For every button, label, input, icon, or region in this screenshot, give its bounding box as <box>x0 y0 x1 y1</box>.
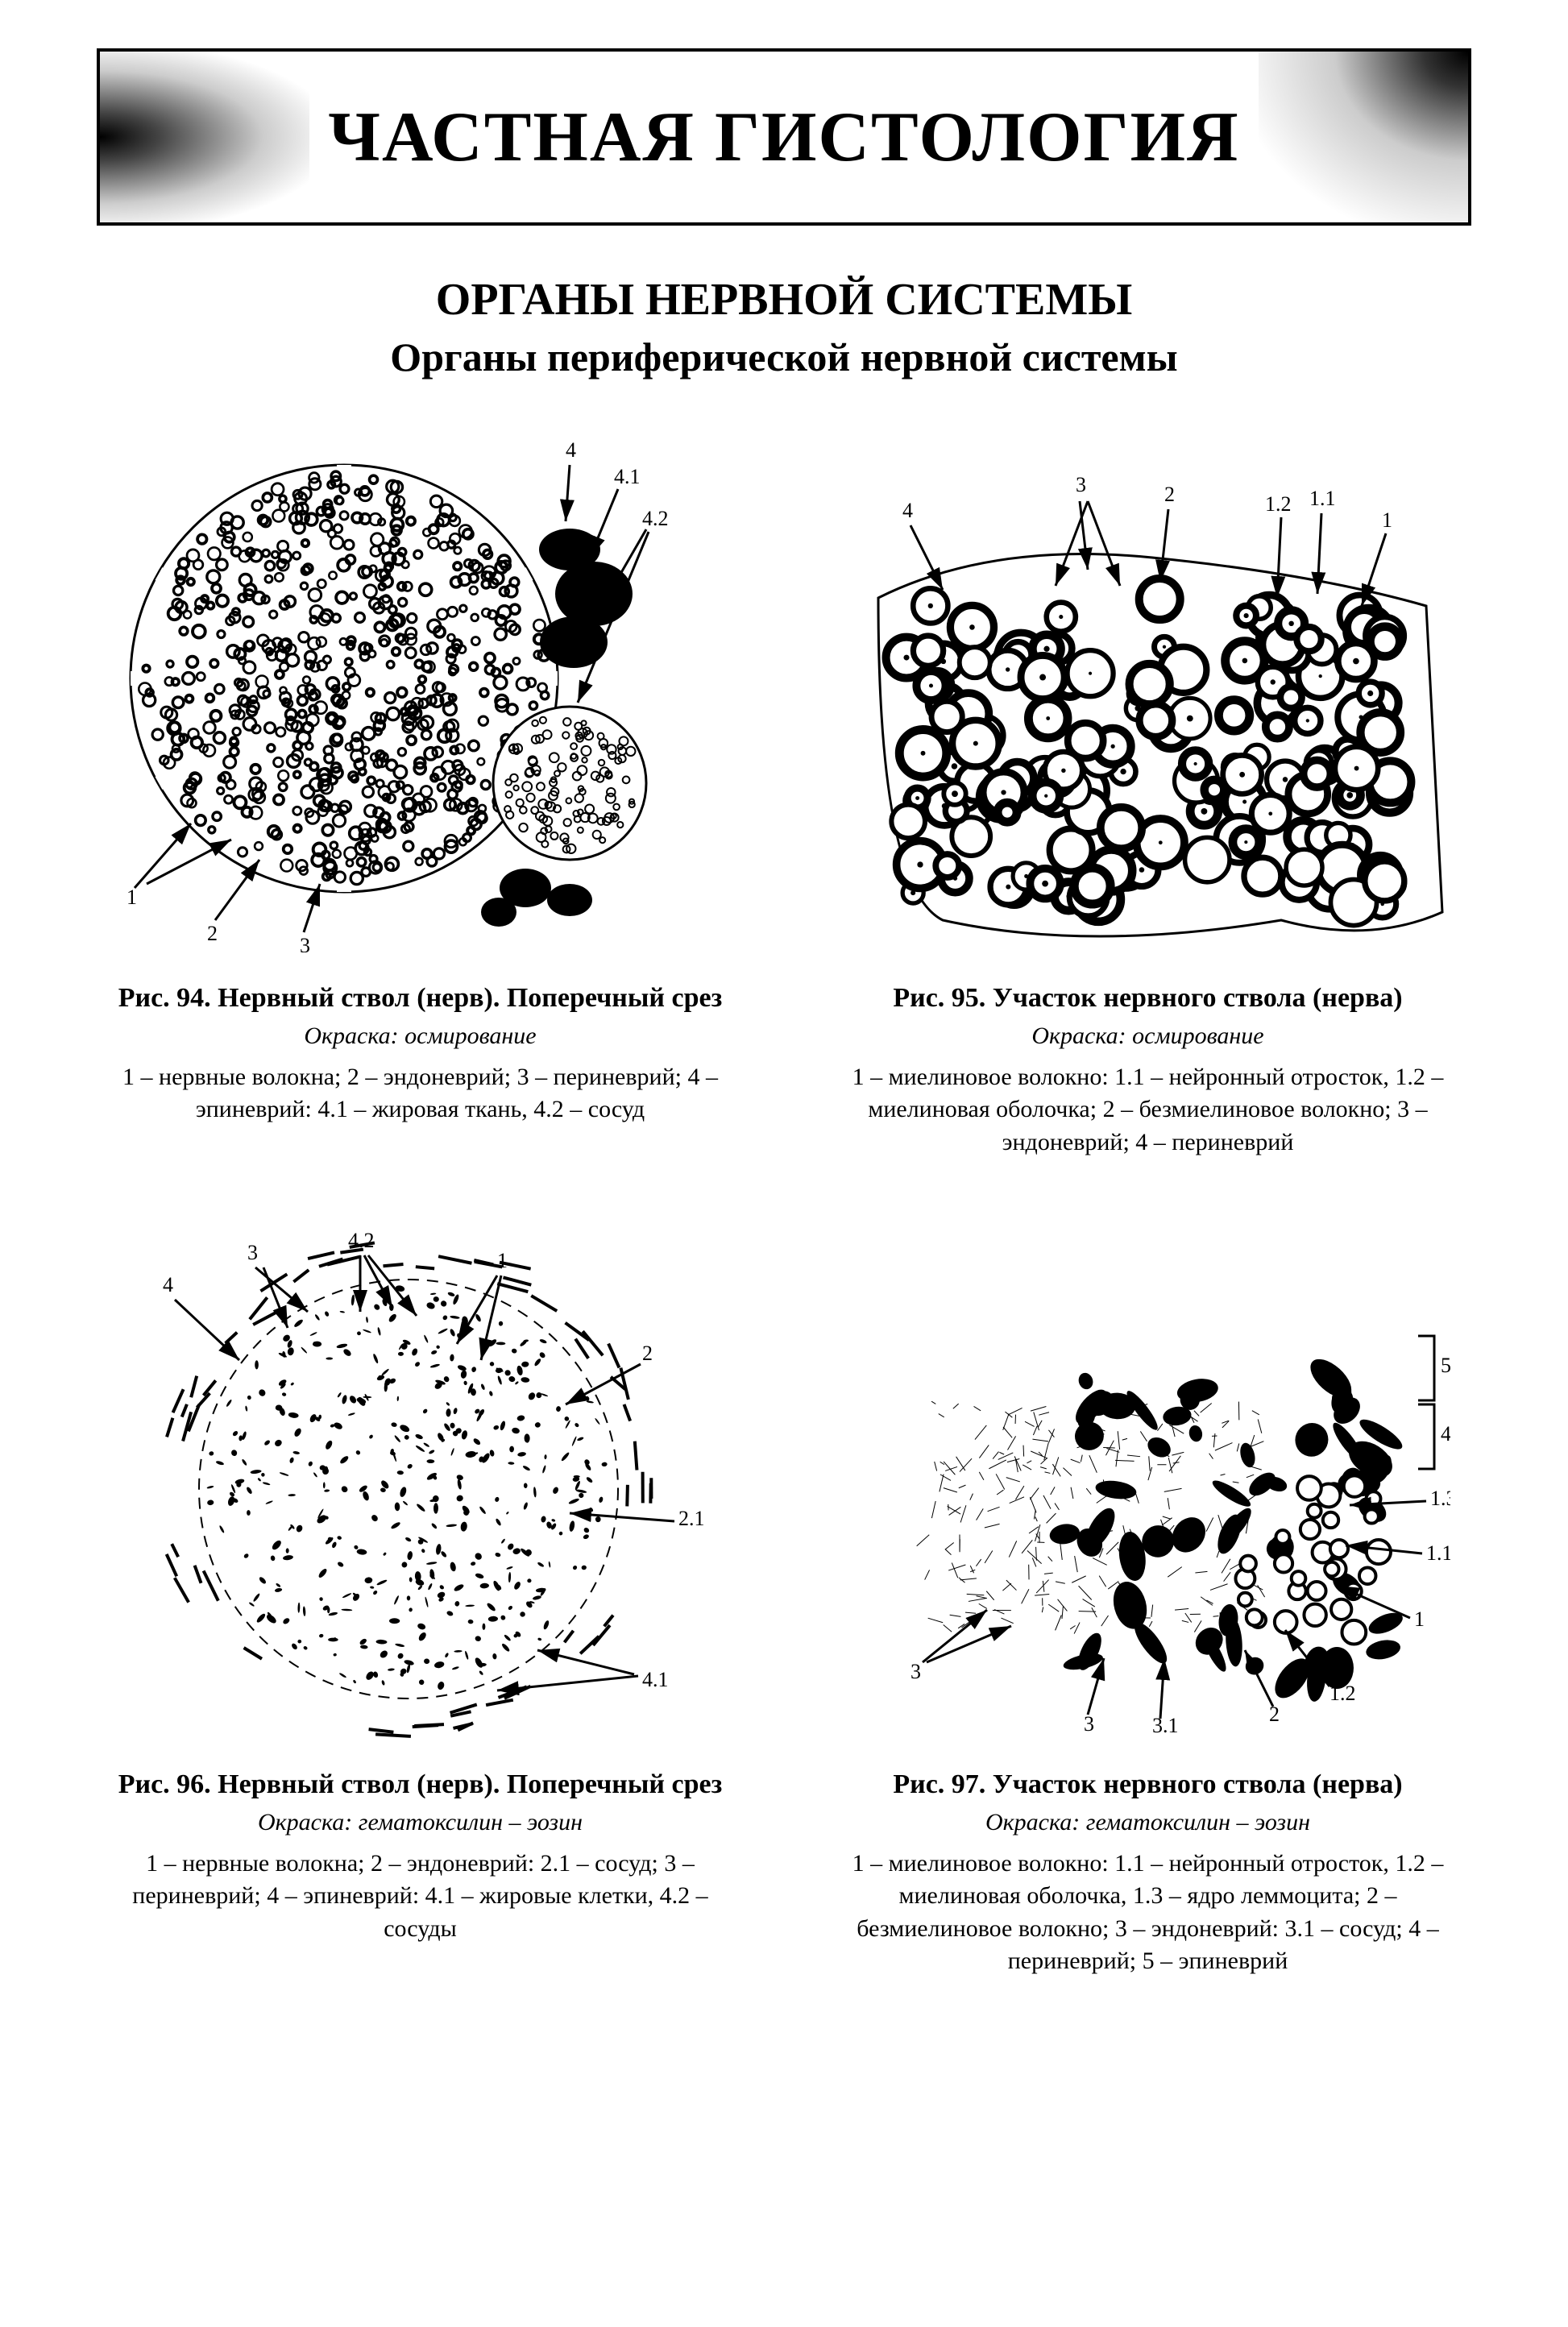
section-heading-1: ОРГАНЫ НЕРВНОЙ СИСТЕМЫ <box>97 274 1471 326</box>
svg-text:4: 4 <box>163 1273 173 1296</box>
figure-95-title: Рис. 95. Участок нервного ствола (нерва) <box>826 981 1471 1016</box>
svg-text:3: 3 <box>247 1241 258 1264</box>
figure-95-stain: Окраска: осмирование <box>826 1022 1471 1050</box>
figure-94-stain: Окраска: осмирование <box>98 1022 743 1050</box>
svg-text:2: 2 <box>207 922 218 945</box>
section-heading-2: Органы периферической нервной системы <box>97 334 1471 380</box>
figure-96-title: Рис. 96. Нервный ствол (нерв). Поперечны… <box>98 1768 743 1802</box>
figure-97-stain: Окраска: гематоксилин – эозин <box>826 1809 1471 1836</box>
figure-95-caption: Рис. 95. Участок нервного ствола (нерва)… <box>826 981 1471 1159</box>
figure-94-image: 1 2 3 4 4.1 4.2 <box>118 437 723 952</box>
svg-text:1: 1 <box>1414 1607 1425 1631</box>
svg-text:1.1: 1.1 <box>1426 1541 1450 1565</box>
svg-text:4.2: 4.2 <box>348 1229 375 1252</box>
figure-94-title: Рис. 94. Нервный ствол (нерв). Поперечны… <box>98 981 743 1016</box>
svg-text:3: 3 <box>300 934 310 952</box>
figure-95-legend: 1 – миелиновое волокно: 1.1 – нейронный … <box>826 1061 1471 1159</box>
svg-text:4.1: 4.1 <box>642 1668 669 1691</box>
figure-94: 1 2 3 4 4.1 4.2 Рис. 94. Нервный ствол (… <box>97 437 744 1159</box>
figure-grid: 1 2 3 4 4.1 4.2 Рис. 94. Нервный ствол (… <box>97 437 1471 1978</box>
svg-text:4: 4 <box>1441 1422 1450 1446</box>
figure-97-legend: 1 – миелиновое волокно: 1.1 – нейронный … <box>826 1848 1471 1978</box>
figure-95-image: 4 3 2 1.2 1.1 1 <box>846 437 1450 952</box>
svg-text:2: 2 <box>1164 483 1175 506</box>
banner-texture-left <box>100 52 309 222</box>
svg-text:1.2: 1.2 <box>1329 1682 1356 1705</box>
figure-97-caption: Рис. 97. Участок нервного ствола (нерва)… <box>826 1768 1471 1978</box>
svg-text:5: 5 <box>1441 1354 1450 1377</box>
svg-text:2: 2 <box>1269 1703 1280 1726</box>
figure-96-stain: Окраска: гематоксилин – эозин <box>98 1809 743 1836</box>
svg-text:1.3: 1.3 <box>1430 1487 1450 1510</box>
figure-97-image: 3 3 3.1 2 1.2 1 1.1 1.3 4 5 <box>846 1223 1450 1739</box>
figure-96-image: 4 3 4.2 1 2 2.1 4.1 <box>118 1223 723 1739</box>
section-heading: ОРГАНЫ НЕРВНОЙ СИСТЕМЫ Органы перифериче… <box>97 274 1471 380</box>
svg-text:3: 3 <box>911 1660 921 1683</box>
figure-96-legend: 1 – нервные волокна; 2 – эндоневрий: 2.1… <box>98 1848 743 1946</box>
svg-text:3.1: 3.1 <box>1152 1714 1179 1737</box>
figure-94-caption: Рис. 94. Нервный ствол (нерв). Поперечны… <box>98 981 743 1126</box>
svg-text:3: 3 <box>1076 473 1086 496</box>
svg-text:4.2: 4.2 <box>642 507 669 530</box>
banner-texture-right <box>1259 52 1468 222</box>
figure-97: 3 3 3.1 2 1.2 1 1.1 1.3 4 5 Рис. 97. Уча… <box>824 1223 1471 1978</box>
svg-text:2.1: 2.1 <box>678 1507 705 1530</box>
svg-text:4: 4 <box>902 499 913 522</box>
svg-text:1: 1 <box>1382 508 1392 532</box>
svg-text:4.1: 4.1 <box>614 465 641 488</box>
page-banner: ЧАСТНАЯ ГИСТОЛОГИЯ <box>97 48 1471 226</box>
svg-text:3: 3 <box>1084 1712 1094 1736</box>
svg-text:2: 2 <box>642 1342 653 1365</box>
figure-96: 4 3 4.2 1 2 2.1 4.1 Рис. 96. Нервный ств… <box>97 1223 744 1978</box>
banner-title: ЧАСТНАЯ ГИСТОЛОГИЯ <box>328 97 1239 178</box>
figure-97-title: Рис. 97. Участок нервного ствола (нерва) <box>826 1768 1471 1802</box>
svg-text:1: 1 <box>497 1249 508 1272</box>
figure-96-caption: Рис. 96. Нервный ствол (нерв). Поперечны… <box>98 1768 743 1945</box>
svg-text:1.2: 1.2 <box>1265 492 1292 516</box>
svg-text:1: 1 <box>127 886 137 909</box>
svg-text:4: 4 <box>566 438 576 462</box>
svg-text:1.1: 1.1 <box>1309 487 1336 510</box>
figure-95: 4 3 2 1.2 1.1 1 Рис. 95. Участок нервног… <box>824 437 1471 1159</box>
figure-94-legend: 1 – нервные волокна; 2 – эндоневрий; 3 –… <box>98 1061 743 1126</box>
